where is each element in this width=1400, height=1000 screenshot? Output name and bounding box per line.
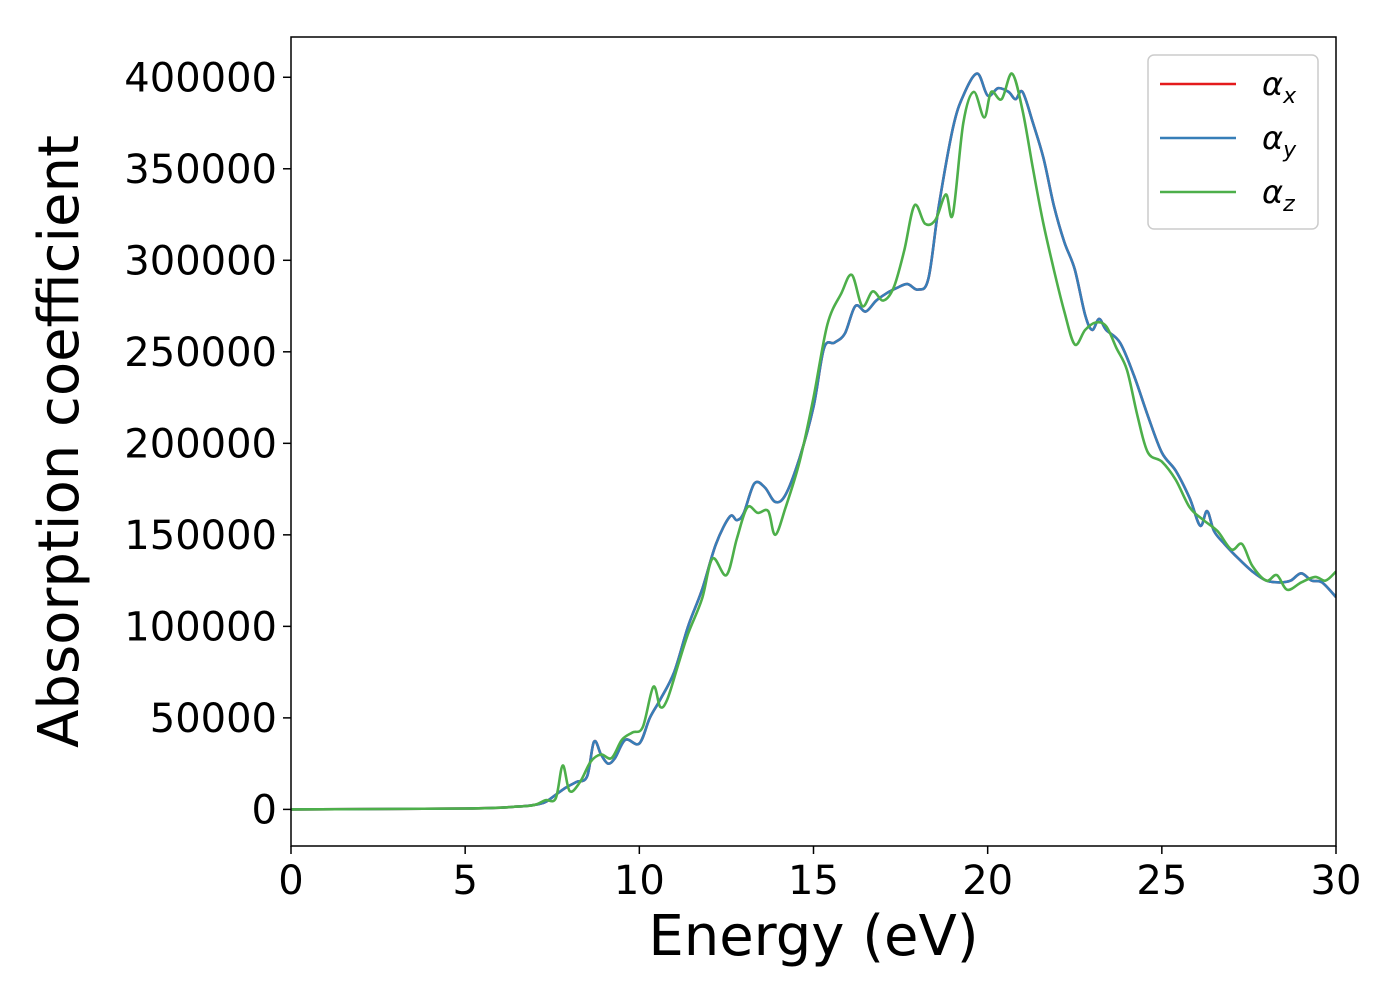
x-axis-label: Energy (eV) bbox=[648, 904, 978, 969]
x-axis-ticks: 0 5 10 15 20 25 30 bbox=[278, 846, 1361, 904]
y-tick-label: 350000 bbox=[124, 147, 277, 193]
x-tick-label: 5 bbox=[452, 858, 477, 904]
legend-entry-z: αz bbox=[1262, 173, 1295, 217]
y-tick-label: 0 bbox=[252, 787, 277, 833]
legend-box bbox=[1147, 54, 1319, 230]
x-tick-label: 0 bbox=[278, 858, 303, 904]
y-axis-label: Absorption coefficient bbox=[27, 135, 92, 748]
series-line-y bbox=[291, 72, 1336, 811]
y-tick-label: 50000 bbox=[150, 696, 277, 742]
legend-entry-x: αx bbox=[1262, 65, 1297, 109]
y-tick-label: 400000 bbox=[124, 55, 277, 101]
x-tick-label: 30 bbox=[1311, 858, 1362, 904]
x-tick-label: 25 bbox=[1136, 858, 1187, 904]
y-tick-label: 200000 bbox=[124, 421, 277, 467]
y-tick-label: 250000 bbox=[124, 330, 277, 376]
x-tick-label: 15 bbox=[788, 858, 839, 904]
legend: αx αy αz bbox=[1147, 54, 1319, 230]
y-tick-label: 300000 bbox=[124, 238, 277, 284]
x-tick-label: 20 bbox=[962, 858, 1013, 904]
legend-entry-y: αy bbox=[1262, 119, 1297, 163]
x-tick-label: 10 bbox=[614, 858, 665, 904]
series-lines bbox=[291, 72, 1336, 811]
y-tick-label: 100000 bbox=[124, 604, 277, 650]
y-axis-ticks: 0 50000 100000 150000 200000 250000 300000 3500… bbox=[124, 55, 291, 833]
series-line-z bbox=[291, 72, 1336, 811]
y-tick-label: 150000 bbox=[124, 513, 277, 559]
